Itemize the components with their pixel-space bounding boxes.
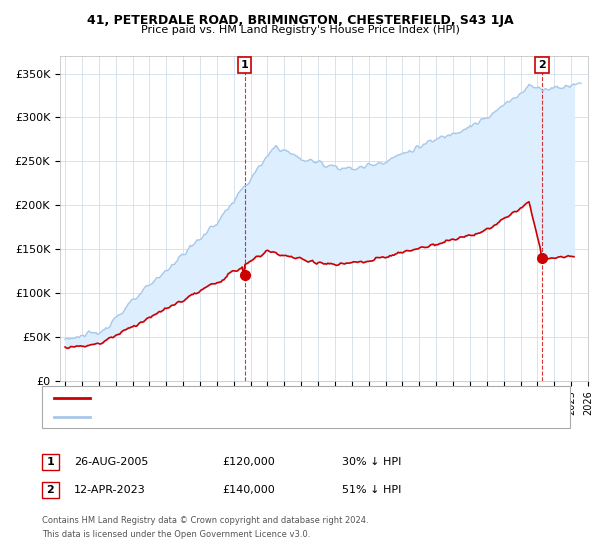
Text: Contains HM Land Registry data © Crown copyright and database right 2024.
This d: Contains HM Land Registry data © Crown c… (42, 516, 368, 539)
Text: 2: 2 (538, 60, 546, 70)
Text: 2: 2 (47, 485, 54, 495)
Text: HPI: Average price, detached house, Chesterfield: HPI: Average price, detached house, Ches… (99, 412, 322, 421)
Text: 41, PETERDALE ROAD, BRIMINGTON, CHESTERFIELD, S43 1JA: 41, PETERDALE ROAD, BRIMINGTON, CHESTERF… (86, 14, 514, 27)
Text: 1: 1 (241, 60, 248, 70)
Text: Price paid vs. HM Land Registry's House Price Index (HPI): Price paid vs. HM Land Registry's House … (140, 25, 460, 35)
Text: 30% ↓ HPI: 30% ↓ HPI (342, 457, 401, 467)
Text: 1: 1 (47, 457, 54, 467)
Text: 12-APR-2023: 12-APR-2023 (74, 485, 146, 495)
Text: £140,000: £140,000 (222, 485, 275, 495)
Text: 51% ↓ HPI: 51% ↓ HPI (342, 485, 401, 495)
Text: 41, PETERDALE ROAD, BRIMINGTON, CHESTERFIELD, S43 1JA (detached house): 41, PETERDALE ROAD, BRIMINGTON, CHESTERF… (99, 394, 455, 403)
Text: 26-AUG-2005: 26-AUG-2005 (74, 457, 148, 467)
Text: £120,000: £120,000 (222, 457, 275, 467)
